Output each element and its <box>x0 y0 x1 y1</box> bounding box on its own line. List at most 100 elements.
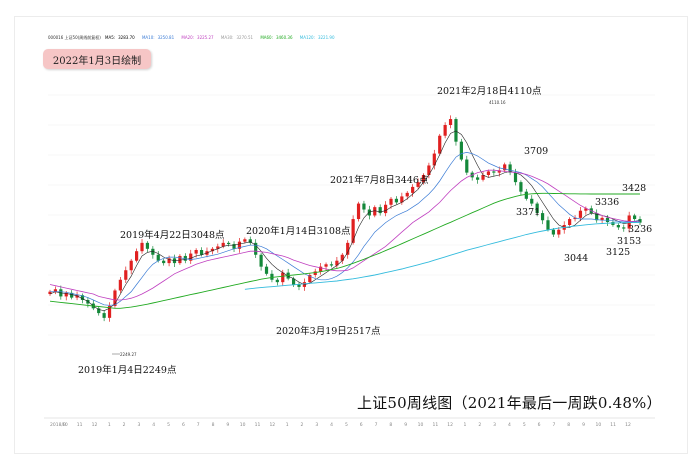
annotation-label: 3153 <box>617 236 641 247</box>
x-tick-label: 5 <box>345 422 348 428</box>
annotation-label: 2020年1月14日3108点 <box>246 225 351 237</box>
candle-body <box>389 198 393 205</box>
x-tick-label: 6 <box>360 422 363 428</box>
ma5-line <box>49 130 641 312</box>
candle-body <box>383 204 388 214</box>
candle-body <box>281 272 285 283</box>
candle-body <box>335 260 339 266</box>
candle-body <box>254 242 258 255</box>
x-tick-label: 8 <box>567 422 570 428</box>
x-tick-label: 10 <box>418 422 424 428</box>
legend-ma10: MA10: 3250.81 <box>141 35 175 40</box>
x-tick-label: 7 <box>197 422 200 428</box>
candle-body <box>75 295 79 298</box>
x-tick-label: 2 <box>301 422 304 428</box>
candle-body <box>454 119 458 142</box>
x-tick-label: 6 <box>538 422 541 428</box>
candle-body <box>595 213 599 221</box>
x-tick-label: 3 <box>137 422 140 428</box>
candle-body <box>351 219 355 243</box>
candle-body <box>118 279 122 291</box>
candle-body <box>48 291 52 295</box>
candle-body <box>546 220 550 230</box>
x-tick-label: 11 <box>610 422 616 428</box>
candle-body <box>248 239 252 243</box>
legend-ma120: MA120: 3221.90 <box>299 35 335 40</box>
ma120-line <box>244 221 641 290</box>
x-tick-label: 12 <box>92 422 98 428</box>
candle-body <box>416 182 420 187</box>
x-tick-label: 1 <box>286 422 289 428</box>
x-tick-label: 6 <box>182 422 185 428</box>
candle-body <box>313 271 317 275</box>
x-tick-label: 5 <box>523 422 526 428</box>
candle-body <box>221 242 225 247</box>
candle-body <box>194 250 198 254</box>
candle-body <box>227 242 231 245</box>
candle-body <box>476 177 480 180</box>
x-tick-label: 12 <box>447 422 453 428</box>
candle-body <box>270 273 274 280</box>
chart-card <box>14 16 688 454</box>
candle-body <box>492 171 496 173</box>
legend-ma30: MA30: 3270.51 <box>220 35 254 40</box>
legend-ma20: MA20: 3225.27 <box>181 35 214 40</box>
candle-body <box>107 305 112 318</box>
candle-body <box>135 251 139 261</box>
annotation-label: 2019年1月4日2249点 <box>78 364 177 376</box>
annotation-label: 3371 <box>516 207 540 218</box>
candle-body <box>519 182 523 192</box>
candle-body <box>573 217 577 220</box>
candle-body <box>291 278 296 285</box>
x-tick-label: 2 <box>123 422 126 428</box>
annotation-label: 3428 <box>622 183 646 194</box>
annotation-label: 2021年2月18日4110点 <box>437 85 542 97</box>
annotation-label: 3044 <box>564 253 588 264</box>
candle-body <box>140 242 144 252</box>
candle-body <box>400 196 404 203</box>
x-tick-label: 1 <box>108 422 111 428</box>
candle-body <box>551 229 555 235</box>
candle-body <box>243 239 247 242</box>
candle-body <box>421 175 426 183</box>
candle-body <box>373 207 377 216</box>
candle-body <box>465 159 469 173</box>
candle-body <box>535 203 539 214</box>
candle-body <box>513 172 518 183</box>
candle-body <box>394 198 399 203</box>
candle-body <box>432 153 436 166</box>
chart-title: 上证50周线图（2021年最后一周跌0.48%） <box>357 394 662 412</box>
x-tick-label: 2 <box>478 422 481 428</box>
x-tick-label: 10 <box>62 422 68 428</box>
candle-body <box>183 255 187 261</box>
date-badge: 2022年1月3日绘制 <box>43 49 151 69</box>
candle-body <box>497 170 501 173</box>
x-tick-label: 4 <box>152 422 155 428</box>
annotation-label: 2020年3月19日2517点 <box>276 325 381 337</box>
x-tick-label: 3 <box>315 422 318 428</box>
candle-body <box>405 192 409 197</box>
x-tick-label: 10 <box>240 422 246 428</box>
candle-body <box>275 279 279 283</box>
x-tick-label: 11 <box>432 422 438 428</box>
candle-body <box>611 222 615 225</box>
candle-body <box>319 266 323 272</box>
candle-body <box>438 135 442 154</box>
x-tick-label: 8 <box>389 422 392 428</box>
x-tick-label: 9 <box>582 422 585 428</box>
candle-body <box>178 255 182 264</box>
candle-body <box>297 284 301 287</box>
candle-body <box>237 241 242 249</box>
candle-body <box>448 119 453 125</box>
candle-body <box>481 175 485 180</box>
candle-body <box>156 254 160 261</box>
legend-ma5: MA5: 3283.70 <box>105 35 135 40</box>
candle-body <box>340 254 344 261</box>
candle-body <box>362 203 366 210</box>
candle-body <box>427 165 431 175</box>
annotation-label: 3336 <box>595 197 619 208</box>
x-tick-label: 5 <box>167 422 170 428</box>
candle-body <box>97 308 101 314</box>
candle-body <box>584 208 588 211</box>
